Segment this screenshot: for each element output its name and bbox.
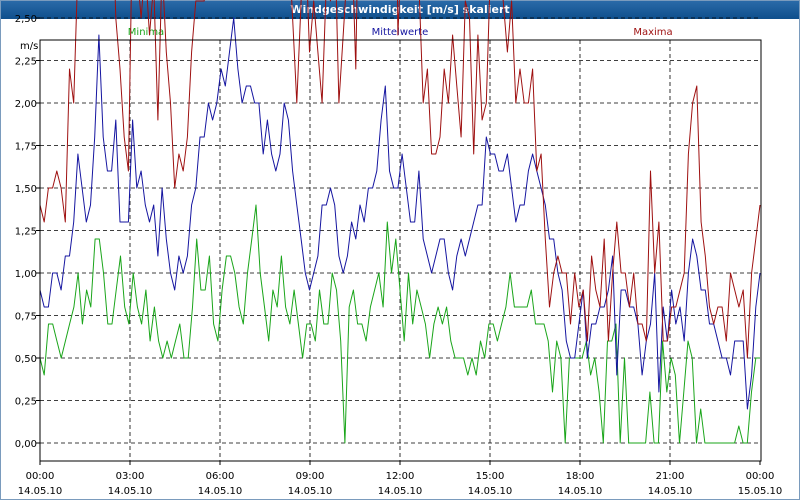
x-tick-date-label: 14.05.10 (288, 486, 333, 497)
legend-maxima: Maxima (633, 27, 672, 38)
x-tick-time-label: 15:00 (476, 471, 505, 482)
x-tick-date-label: 14.05.10 (108, 486, 153, 497)
x-tick-time-label: 06:00 (206, 471, 235, 482)
x-tick-date-label: 14.05.10 (198, 486, 243, 497)
x-tick-time-label: 21:00 (656, 471, 685, 482)
y-tick-label: 1,50 (15, 184, 37, 195)
series-line-mittelwerte (39, 17, 761, 410)
y-axis-label: m/s (20, 41, 38, 52)
y-tick-label: 2,00 (15, 99, 37, 110)
y-tick-label: 1,00 (15, 269, 37, 280)
legend-minima: Minima (128, 27, 164, 38)
x-tick-date-label: 15.05.10 (738, 486, 783, 497)
x-tick-time-label: 18:00 (566, 471, 595, 482)
plot-area-border (39, 39, 762, 462)
x-tick-time-label: 03:00 (116, 471, 145, 482)
y-tick-label: 0,00 (15, 439, 37, 450)
series-line-maxima (39, 0, 761, 359)
x-tick-time-label: 09:00 (296, 471, 325, 482)
y-tick-label: 2,50 (15, 14, 37, 25)
x-tick-time-label: 12:00 (386, 471, 415, 482)
y-tick-label: 1,75 (15, 142, 37, 153)
y-tick-label: 0,75 (15, 312, 37, 323)
y-tick-label: 0,50 (15, 354, 37, 365)
series-lines (39, 0, 761, 444)
x-axis: 00:00 14.05.10 03:00 14.05.10 06:00 14.05.10 0… (18, 461, 783, 497)
x-tick-date-label: 14.05.10 (378, 486, 423, 497)
y-tick-label: 2,25 (15, 57, 37, 68)
y-tick-label: 1,25 (15, 227, 37, 238)
y-tick-label: 0,25 (15, 397, 37, 408)
x-tick-time-label: 00:00 (746, 471, 775, 482)
series-line-minima (39, 204, 760, 444)
legend-mittelwerte: Mittelwerte (372, 27, 429, 38)
x-tick-date-label: 14.05.10 (18, 486, 63, 497)
x-tick-date-label: 14.05.10 (468, 486, 513, 497)
y-axis: 0,00 0,25 0,50 0,75 1,00 1,25 1,50 1,75 2,00 2,25… (15, 14, 40, 450)
x-tick-date-label: 14.05.10 (558, 486, 603, 497)
x-tick-date-label: 14.05.10 (648, 486, 693, 497)
grid (40, 17, 761, 461)
x-tick-time-label: 00:00 (26, 471, 55, 482)
